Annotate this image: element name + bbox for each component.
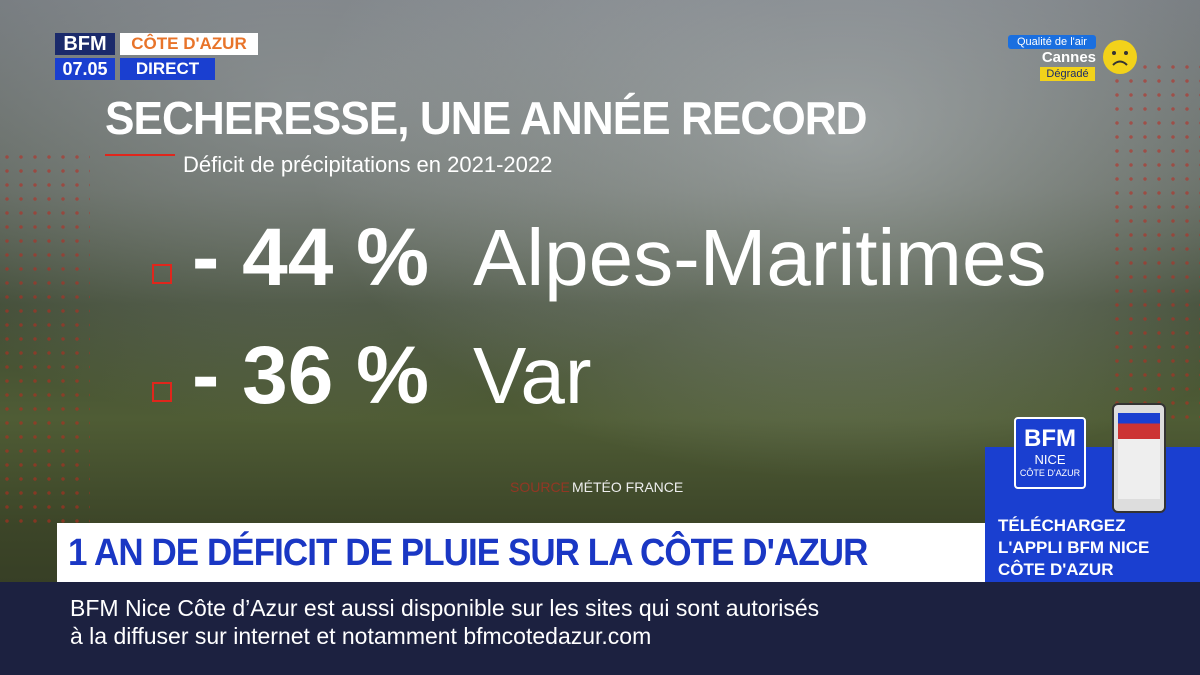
bullet [152,382,172,402]
ticker-line: BFM Nice Côte d’Azur est aussi disponibl… [70,595,820,621]
promo-logo-text: NICE [1034,452,1066,467]
air-city: Cannes [1041,49,1096,66]
promo-logo-text: BFM [1024,425,1076,452]
graphic-title: SECHERESSE, UNE ANNÉE RECORD [105,92,868,144]
phone-screen [1118,413,1160,499]
promo-logo: BFM NICE CÔTE D'AZUR [1014,417,1086,489]
item-value: - 36 % [192,330,429,421]
bullet [152,264,172,284]
ticker-line: à la diffuser sur internet et notamment … [70,623,652,649]
item-place: Var [473,331,592,420]
promo-line: TÉLÉCHARGEZ [998,516,1126,535]
accent-line [105,154,175,156]
air-icon [1103,40,1137,74]
promo-line: CÔTE D'AZUR [998,560,1114,579]
air-status: Dégradé [1040,67,1095,81]
promo-text: TÉLÉCHARGEZ L'APPLI BFM NICE CÔTE D'AZUR [998,515,1149,581]
promo-line: L'APPLI BFM NICE [998,538,1150,557]
air-label: Qualité de l'air [1008,35,1096,49]
dot-pattern [1110,60,1200,420]
dot-pattern [0,150,90,530]
item-value: - 44 % [192,212,429,303]
graphic-subtitle: Déficit de précipitations en 2021-2022 [183,152,553,177]
ticker-text: BFM Nice Côte d’Azur est aussi disponibl… [70,594,819,650]
clock: 07.05 [55,58,115,80]
logo-channel: BFM [55,33,115,55]
live-tag: DIRECT [120,58,215,80]
promo-logo-text: CÔTE D'AZUR [1019,468,1081,478]
phone-icon [1112,403,1166,513]
banner-box [57,523,985,582]
banner-text: 1 AN DE DÉFICIT DE PLUIE SUR LA CÔTE D'A… [68,532,868,574]
logo-region: CÔTE D'AZUR [120,33,258,55]
source-label: SOURCE [510,479,570,495]
source: MÉTÉO FRANCE [572,479,684,495]
item-place: Alpes-Maritimes [473,213,1047,302]
ticker-box [0,582,1200,675]
